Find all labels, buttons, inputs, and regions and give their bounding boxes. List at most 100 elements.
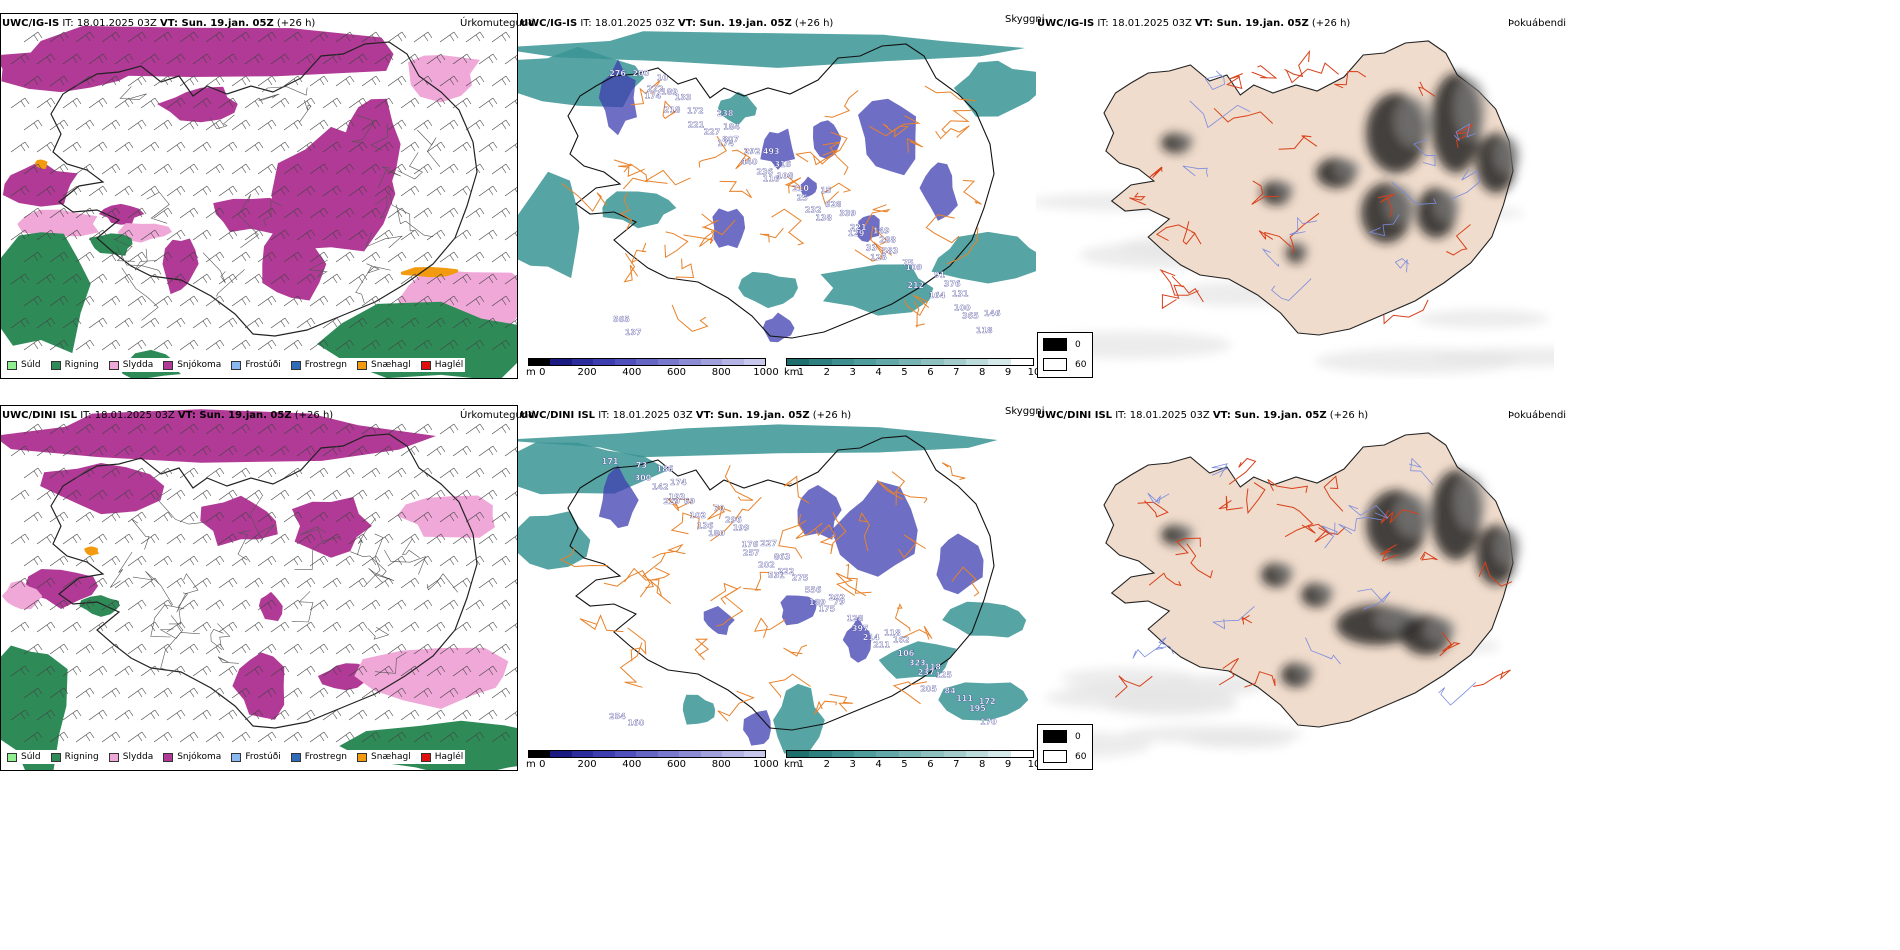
cloud-base-label: 15 bbox=[820, 186, 832, 195]
colorbar-tick: 7 bbox=[953, 759, 960, 770]
roads bbox=[559, 462, 980, 722]
cloud-panel-2: 171 229 180 531 175 211 205 170 142 136 202 189 214 2… bbox=[518, 420, 1036, 771]
fog-legend-1: 0 60 bbox=[1037, 332, 1093, 378]
cloud-base-label: 214 bbox=[863, 633, 880, 642]
legend-swatch bbox=[7, 752, 17, 762]
precip-legend-1: Súld Rigning Slydda Snjókoma Frostúði Frostre… bbox=[5, 358, 466, 372]
cloud-base-label: 202 bbox=[758, 561, 775, 570]
colorbar-tick: 8 bbox=[979, 367, 986, 378]
cloud-base-label: 174 bbox=[717, 139, 734, 148]
roads bbox=[561, 79, 982, 332]
cloud-base-label: 237 bbox=[918, 668, 935, 677]
cloud-base-label: 128 bbox=[847, 614, 864, 623]
colorbar-tick: 800 bbox=[711, 367, 731, 378]
cloud-base-label: 91 bbox=[934, 271, 946, 280]
cloud-base-label: 25 bbox=[797, 194, 809, 203]
colorbar-tick: 2 bbox=[823, 367, 830, 378]
precip-legend-item: Snæhagl bbox=[357, 360, 411, 370]
cloud-base-label: 365 bbox=[962, 311, 979, 320]
cloud-base-label: 84 bbox=[945, 686, 957, 695]
legend-label: Snjókoma bbox=[177, 360, 222, 370]
cloud-base-label: 125 bbox=[870, 253, 887, 262]
cloud-base-label: 200 bbox=[632, 69, 649, 78]
cloud-base-label: 300 bbox=[635, 474, 652, 483]
precip-legend-item: Snæhagl bbox=[357, 752, 411, 762]
fog-map-2 bbox=[1036, 432, 1520, 758]
cloud-base-label: 133 bbox=[675, 93, 692, 102]
precip-map-1 bbox=[1, 25, 517, 378]
legend-label: Súld bbox=[21, 360, 41, 370]
colorbar-tick: 4 bbox=[875, 759, 882, 770]
precip-legend-item: Frostúði bbox=[231, 360, 281, 370]
cloud-base-label: 227 bbox=[704, 128, 721, 137]
legend-label: Snæhagl bbox=[371, 360, 411, 370]
precip-legend-item: Frostregn bbox=[290, 360, 347, 370]
colorbar-tick: 10 bbox=[1027, 367, 1041, 378]
cloud-base-label: 136 bbox=[697, 522, 714, 531]
precip-legend-item: Slydda bbox=[108, 752, 153, 762]
precip-legend-item: Súld bbox=[7, 360, 41, 370]
cloud-base-label: 189 bbox=[661, 88, 678, 97]
cloud-base-label: 79 bbox=[834, 597, 846, 606]
cloud-base-label: 118 bbox=[884, 628, 901, 637]
fog-title-1: Þokuábendi bbox=[1508, 18, 1567, 29]
legend-swatch bbox=[50, 360, 61, 370]
cloud-base-label: 339 bbox=[839, 209, 856, 218]
cloud-base-label: 202 bbox=[828, 593, 845, 602]
coastline bbox=[50, 41, 478, 337]
cloud-base-label: 212 bbox=[907, 281, 924, 290]
precip-panel-1: Súld Rigning Slydda Snjókoma Frostúði Frostre… bbox=[0, 13, 518, 379]
cloud-base-label: 109 bbox=[906, 263, 923, 272]
precip-legend-item: Rigning bbox=[50, 360, 99, 370]
cloud-base-label: 171 bbox=[602, 457, 619, 466]
cloud-base-label: 100 bbox=[954, 304, 971, 313]
cloud-base-label: 175 bbox=[819, 605, 836, 614]
cloud-title-2: Skyggni bbox=[1005, 406, 1045, 417]
colorbar-tick: 5 bbox=[901, 759, 908, 770]
precip-legend-item: Snjókoma bbox=[163, 752, 221, 762]
colorbar-tick: 1000 bbox=[753, 367, 779, 378]
colorbar-tick: 0 bbox=[539, 759, 546, 770]
cloud-base-label: 149 bbox=[873, 226, 890, 235]
cloud-base-label: 174 bbox=[670, 478, 687, 487]
visibility-field bbox=[518, 31, 1036, 316]
cloud-base-label: 193 bbox=[669, 493, 686, 502]
legend-label: Frostregn bbox=[304, 752, 348, 762]
coastline bbox=[567, 435, 995, 731]
visibility-colorbar-2: 1 2 3 4 5 6 7 8 9 10 km bbox=[784, 750, 1040, 770]
cloud-base-label: 227 bbox=[760, 539, 777, 548]
fog-indicator-field bbox=[1161, 73, 1520, 263]
cloud-base-label: 129 bbox=[848, 229, 865, 238]
cloud-base-label: 807 bbox=[722, 135, 739, 144]
cloud-panel-1: 276 218 174 116 138 125 164 118 174 227 236 232 33 21… bbox=[518, 28, 1036, 379]
precip-legend-item: Súld bbox=[7, 752, 41, 762]
colorbar-tick: 10 bbox=[1027, 759, 1041, 770]
coastline bbox=[50, 433, 478, 729]
cloud-base-label: 180 bbox=[708, 529, 725, 538]
cloud-header-2: UWC/DINI ISL IT: 18.01.2025 03Z VT: Sun.… bbox=[520, 410, 852, 421]
legend-swatch bbox=[7, 360, 17, 370]
precip-panel-2: Súld Rigning Slydda Snjókoma Frostúði Frostre… bbox=[0, 405, 518, 771]
cloud-base-label: 162 bbox=[893, 636, 910, 645]
fog-header-1: UWC/IG-IS IT: 18.01.2025 03Z VT: Sun. 19… bbox=[1037, 18, 1351, 29]
cloud-base-label: 102 bbox=[689, 511, 706, 520]
cloud-base-label: 75 bbox=[902, 259, 914, 268]
cloud-map-2: 1712291805311752112051701421362021892142… bbox=[518, 424, 1029, 754]
colorbar-unit: km bbox=[784, 759, 800, 770]
cloud-base-label: 69 bbox=[684, 497, 696, 506]
legend-swatch bbox=[357, 360, 368, 370]
fog-legend-2: 0 60 bbox=[1037, 724, 1093, 770]
cloud-base-label: 257 bbox=[743, 549, 760, 558]
cloud-base-label: 118 bbox=[976, 326, 993, 335]
colorbar-tick: 6 bbox=[927, 367, 934, 378]
legend-swatch bbox=[108, 752, 119, 762]
cloud-base-label: 174 bbox=[645, 92, 662, 101]
cloud-base-label: 111 bbox=[956, 694, 973, 703]
legend-swatch bbox=[108, 360, 119, 370]
colorbar-tick: 2 bbox=[823, 759, 830, 770]
cloud-base-label: 106 bbox=[898, 649, 915, 658]
cloud-base-label: 189 bbox=[809, 598, 826, 607]
legend-swatch bbox=[231, 752, 242, 762]
cloud-base-label: 70 bbox=[713, 504, 725, 513]
legend-label: Slydda bbox=[122, 360, 154, 370]
